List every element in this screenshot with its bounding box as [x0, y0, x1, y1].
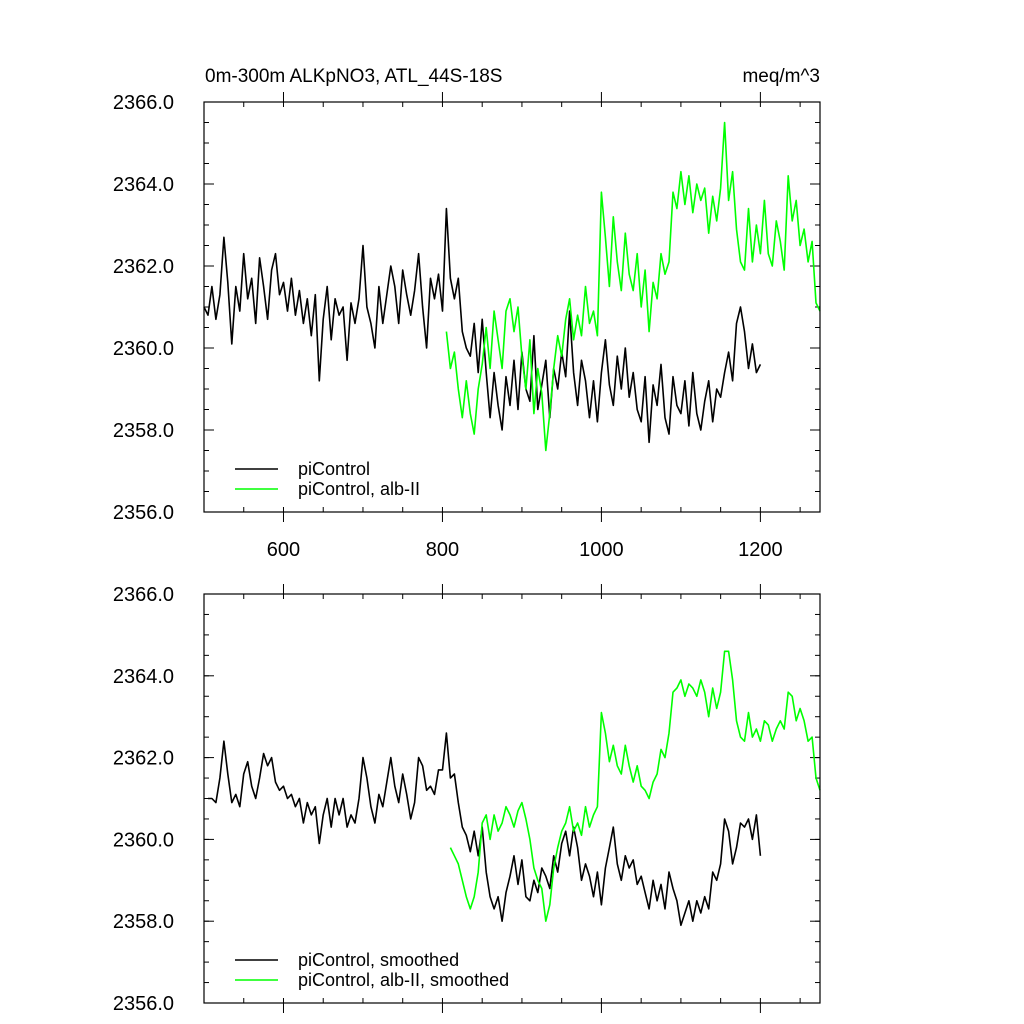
bottom-y-tick-label: 2360.0 [113, 829, 174, 851]
top-y-tick-label: 2360.0 [113, 338, 174, 360]
legend-label: piControl, alb-II [298, 479, 420, 499]
bottom-y-tick-label: 2358.0 [113, 911, 174, 933]
bottom-panel-series [208, 650, 821, 927]
bottom-panel-ticks [203, 584, 820, 1013]
legend-label: piControl, alb-II, smoothed [298, 970, 509, 990]
bottom-y-tick-label: 2362.0 [113, 748, 174, 770]
legend-label: piControl, smoothed [298, 950, 459, 970]
top-series-line-black [203, 207, 762, 444]
top-panel-y-tick-labels: 2356.0 2358.0 2360.0 2362.0 2364.0 2366.0 [113, 92, 174, 524]
bottom-panel-y-tick-labels: 2356.0 2358.0 2360.0 2362.0 2364.0 2366.0 [113, 584, 174, 1015]
chart-title: 0m-300m ALKpNO3, ATL_44S-18S [205, 66, 502, 87]
legend-label: piControl [298, 459, 370, 479]
bottom-panel: 2356.0 2358.0 2360.0 2362.0 2364.0 2366.0 piC… [113, 584, 821, 1015]
bottom-y-tick-label: 2356.0 [113, 993, 174, 1015]
top-y-tick-label: 2356.0 [113, 502, 174, 524]
top-y-tick-label: 2358.0 [113, 420, 174, 442]
bottom-panel-frame [203, 593, 821, 1004]
bottom-series-line-black [208, 732, 762, 927]
top-y-tick-label: 2364.0 [113, 174, 174, 196]
top-panel: 2356.0 2358.0 2360.0 2362.0 2364.0 2366.0 600… [113, 92, 821, 561]
top-series-line-green [445, 121, 821, 452]
top-x-tick-label: 800 [426, 539, 459, 561]
top-y-tick-label: 2366.0 [113, 92, 174, 114]
top-panel-frame [203, 101, 821, 513]
top-x-tick-label: 600 [267, 539, 300, 561]
top-x-tick-label: 1000 [579, 539, 624, 561]
units-label: meq/m^3 [742, 66, 820, 87]
bottom-y-tick-label: 2366.0 [113, 584, 174, 606]
bottom-series-line-green [449, 650, 821, 923]
top-x-tick-label: 1200 [738, 539, 783, 561]
bottom-y-tick-label: 2364.0 [113, 666, 174, 688]
top-panel-series [203, 121, 821, 452]
top-panel-x-tick-labels: 600 800 1000 1200 [267, 539, 783, 561]
top-y-tick-label: 2362.0 [113, 256, 174, 278]
